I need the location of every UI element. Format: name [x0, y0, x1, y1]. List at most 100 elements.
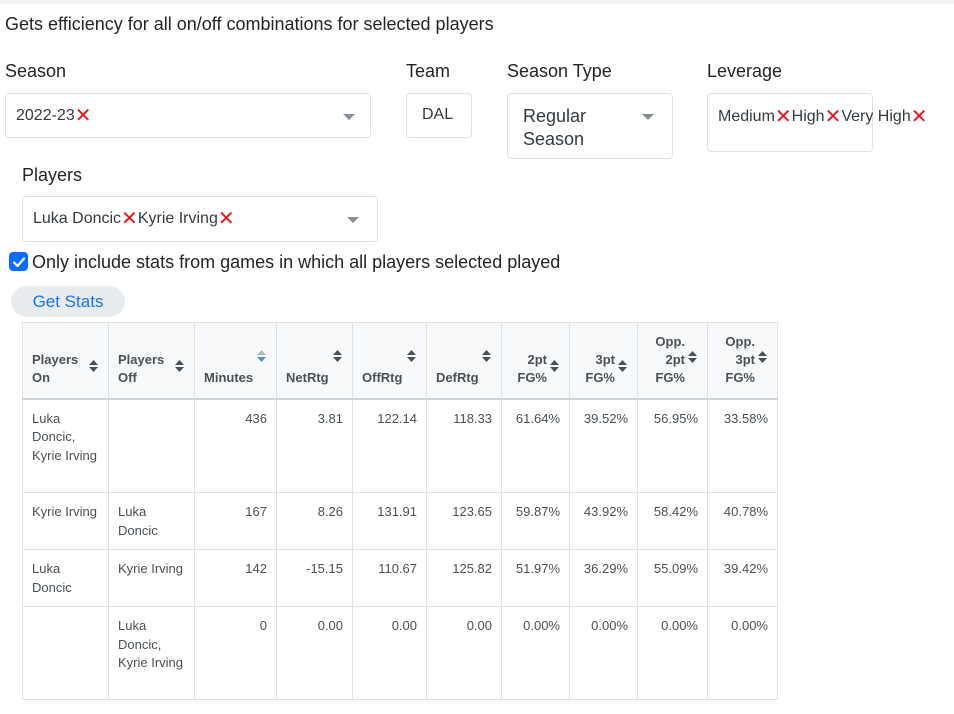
table-cell: 3.81: [276, 398, 353, 493]
season-select[interactable]: 2022-23✕: [5, 93, 371, 138]
team-input[interactable]: DAL: [406, 93, 472, 138]
season-type-select[interactable]: Regular Season: [507, 93, 673, 159]
table-cell: 131.91: [352, 492, 427, 550]
table-cell: 167: [194, 492, 277, 550]
column-header[interactable]: Minutes: [194, 322, 277, 400]
table-cell: 0.00%: [707, 606, 778, 700]
table-cell: 142: [194, 549, 277, 607]
table-cell: 33.58%: [707, 398, 778, 493]
table-cell: Luka Doncic: [22, 549, 109, 607]
table-cell: 61.64%: [501, 398, 570, 493]
table-cell: 51.97%: [501, 549, 570, 607]
chevron-down-icon[interactable]: [347, 217, 359, 223]
leverage-chips: Medium✕High✕Very High✕: [718, 105, 927, 129]
remove-leverage-icon[interactable]: ✕: [910, 106, 928, 128]
chevron-down-icon[interactable]: [343, 114, 355, 120]
leverage-chip: Medium✕: [718, 106, 792, 128]
column-header[interactable]: Players On: [22, 322, 109, 400]
table-cell: 122.14: [352, 398, 427, 493]
table-row: Luka Doncic, Kyrie Irving 0 0.00 0.00 0.…: [22, 606, 778, 700]
leverage-label: Leverage: [707, 61, 783, 81]
table-cell: Luka Doncic: [108, 492, 195, 550]
column-header[interactable]: Players Off: [108, 322, 195, 400]
leverage-chip-label: High: [791, 108, 825, 125]
player-chip-label: Luka Doncic: [33, 210, 122, 227]
sort-icon[interactable]: [617, 359, 628, 378]
chevron-down-icon[interactable]: [642, 114, 654, 120]
remove-season-icon[interactable]: ✕: [74, 105, 92, 127]
remove-player-icon[interactable]: ✕: [217, 208, 235, 230]
leverage-chip: High✕: [791, 106, 842, 128]
table-row: Kyrie Irving Luka Doncic 167 8.26 131.91…: [22, 492, 778, 550]
column-header[interactable]: Opp. 3pt FG%: [707, 322, 778, 400]
column-header[interactable]: Opp. 2pt FG%: [637, 322, 708, 400]
sort-icon[interactable]: [757, 350, 768, 369]
table-cell: 110.67: [352, 549, 427, 607]
table-cell: 36.29%: [569, 549, 638, 607]
column-header[interactable]: OffRtg: [352, 322, 427, 400]
table-cell: 0.00%: [501, 606, 570, 700]
table-cell: 0: [194, 606, 277, 700]
table-cell: [22, 606, 109, 700]
leverage-select[interactable]: Medium✕High✕Very High✕: [707, 93, 927, 152]
player-chip-label: Kyrie Irving: [137, 210, 218, 227]
table-cell: Luka Doncic, Kyrie Irving: [108, 606, 195, 700]
table-cell: 0.00: [426, 606, 502, 700]
season-label: Season: [5, 61, 67, 81]
sort-icon[interactable]: [549, 359, 560, 378]
player-chip: Kyrie Irving✕: [137, 208, 235, 230]
table-cell: 123.65: [426, 492, 502, 550]
column-header[interactable]: 2pt FG%: [501, 322, 570, 400]
table-cell: 58.42%: [637, 492, 708, 550]
sort-icon[interactable]: [481, 349, 492, 368]
season-type-label: Season Type: [507, 61, 612, 81]
table-cell: [108, 398, 195, 493]
leverage-chip-label: Medium: [718, 108, 775, 125]
team-label: Team: [406, 61, 451, 81]
sort-icon[interactable]: [174, 359, 185, 378]
table-cell: 436: [194, 398, 277, 493]
column-header[interactable]: 3pt FG%: [569, 322, 638, 400]
checkmark-icon: [12, 256, 25, 267]
season-chip: 2022-23✕: [16, 106, 91, 126]
sort-icon[interactable]: [88, 359, 99, 378]
table-cell: 0.00: [276, 606, 353, 700]
table-cell: 8.26: [276, 492, 353, 550]
players-select[interactable]: Luka Doncic✕Kyrie Irving✕: [22, 196, 378, 242]
table-cell: 125.82: [426, 549, 502, 607]
sort-icon-active[interactable]: [256, 349, 267, 368]
sort-icon[interactable]: [406, 349, 417, 368]
sort-icon[interactable]: [687, 350, 698, 369]
table-header-row: Players On Players Off Minutes NetRtg Of…: [22, 322, 778, 400]
top-divider: [0, 0, 954, 4]
table-cell: 39.42%: [707, 549, 778, 607]
only-all-played-label[interactable]: Only include stats from games in which a…: [32, 252, 561, 272]
get-stats-button[interactable]: Get Stats: [11, 286, 125, 317]
table-cell: 0.00: [352, 606, 427, 700]
column-header[interactable]: NetRtg: [276, 322, 353, 400]
remove-leverage-icon[interactable]: ✕: [824, 106, 842, 128]
table-cell: 118.33: [426, 398, 502, 493]
column-header[interactable]: DefRtg: [426, 322, 502, 400]
stats-table: Players On Players Off Minutes NetRtg Of…: [22, 322, 778, 700]
leverage-chip: Very High✕: [841, 106, 928, 128]
remove-player-icon[interactable]: ✕: [121, 208, 138, 230]
leverage-chip-label: Very High: [841, 108, 911, 125]
table-cell: 55.09%: [637, 549, 708, 607]
page-description: Gets efficiency for all on/off combinati…: [5, 14, 494, 34]
table-cell: Luka Doncic, Kyrie Irving: [22, 398, 109, 493]
players-chips: Luka Doncic✕Kyrie Irving✕: [33, 209, 235, 229]
only-all-played-checkbox[interactable]: [9, 252, 28, 271]
table-row: Luka Doncic Kyrie Irving 142 -15.15 110.…: [22, 549, 778, 607]
season-chip-label: 2022-23: [16, 107, 75, 124]
table-cell: 39.52%: [569, 398, 638, 493]
players-label: Players: [22, 165, 83, 185]
season-type-value: Regular Season: [523, 106, 587, 149]
remove-leverage-icon[interactable]: ✕: [774, 106, 792, 128]
table-cell: -15.15: [276, 549, 353, 607]
player-chip: Luka Doncic✕: [33, 208, 138, 230]
table-cell: 59.87%: [501, 492, 570, 550]
table-row: Luka Doncic, Kyrie Irving 436 3.81 122.1…: [22, 398, 778, 493]
table-cell: 43.92%: [569, 492, 638, 550]
sort-icon[interactable]: [332, 349, 343, 368]
